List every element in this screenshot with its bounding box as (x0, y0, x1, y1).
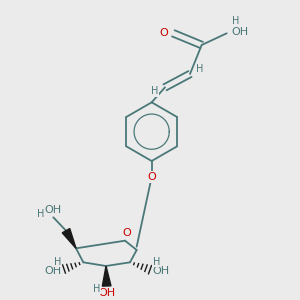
Text: OH: OH (153, 266, 170, 276)
Polygon shape (62, 229, 76, 248)
Text: H: H (232, 16, 240, 26)
Text: O: O (147, 172, 156, 182)
Text: O: O (160, 28, 168, 38)
Text: H: H (151, 86, 159, 96)
Text: OH: OH (98, 288, 115, 298)
Text: OH: OH (44, 266, 61, 276)
Text: H: H (153, 257, 161, 267)
Text: H: H (93, 284, 100, 294)
Text: OH: OH (232, 27, 249, 37)
Text: H: H (196, 64, 204, 74)
Text: H: H (37, 209, 44, 219)
Text: O: O (122, 228, 131, 238)
Polygon shape (102, 266, 111, 286)
Text: OH: OH (44, 205, 61, 215)
Text: H: H (54, 257, 61, 267)
